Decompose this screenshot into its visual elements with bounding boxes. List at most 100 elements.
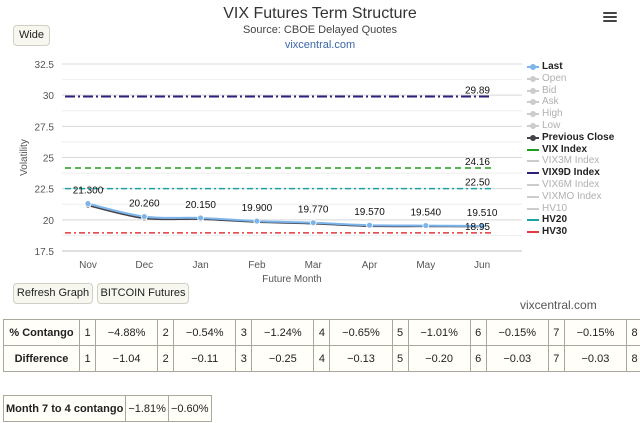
difference-row: Difference 1 −1.04 2 −0.11 3 −0.25 4 −0.13 5 −0.2… xyxy=(3,345,640,372)
chart-legend: Last Open Bid Ask High Low Previous Close VIX I… xyxy=(527,61,637,238)
difference-value: −0.20 xyxy=(407,345,471,372)
legend-label: Bid xyxy=(542,84,557,96)
y-tick-label: 20 xyxy=(43,216,55,227)
legend-item-ask[interactable]: Ask xyxy=(527,96,637,108)
data-label-last: 19.770 xyxy=(298,205,329,216)
contango-value: −1.24% xyxy=(251,319,315,346)
legend-label: Low xyxy=(542,119,561,131)
bitcoin-futures-button[interactable]: BITCOIN Futures xyxy=(97,283,189,304)
legend-item-vix6m-index[interactable]: VIX6M Index xyxy=(527,179,637,191)
legend-label: VIX9D Index xyxy=(542,167,600,179)
term-structure-chart: 17.5 20 22.5 25 27.5 30 32.5 Nov Dec Jan Feb Mar Apr… xyxy=(19,60,522,285)
difference-value: −0.03 xyxy=(563,345,628,372)
data-point-last xyxy=(253,217,261,225)
series-line-last xyxy=(87,202,483,227)
legend-marker-icon xyxy=(530,64,536,70)
site-link[interactable]: vixcentral.com xyxy=(284,39,356,51)
legend-item-vix3m-index[interactable]: VIX3M Index xyxy=(527,155,637,167)
x-tick-label: Dec xyxy=(135,260,153,271)
x-tick-label: Apr xyxy=(362,260,378,271)
index-label-hv20: 22.50 xyxy=(465,178,490,189)
y-axis-title: Volatility xyxy=(19,139,30,176)
legend-marker-icon xyxy=(530,134,536,141)
data-point-last xyxy=(140,213,148,220)
data-label-last: 19.510 xyxy=(467,208,498,219)
legend-item-vix-index[interactable]: VIX Index xyxy=(527,144,637,156)
month-number: 6 xyxy=(469,345,487,372)
month7to4-table: Month 7 to 4 contango −1.81% −0.60% xyxy=(2,395,212,422)
month-number: 3 xyxy=(235,319,253,346)
legend-item-vix9d-index[interactable]: VIX9D Index xyxy=(527,167,637,179)
index-label-hv30: 18.95 xyxy=(465,222,490,233)
legend-item-hv10[interactable]: HV10 xyxy=(527,203,637,215)
y-tick-label: 32.5 xyxy=(35,60,55,71)
row-header-difference: Difference xyxy=(3,345,80,372)
data-label-last: 19.570 xyxy=(354,207,385,218)
legend-item-last[interactable]: Last xyxy=(527,61,637,73)
legend-label: Open xyxy=(542,72,567,84)
legend-item-hv30[interactable]: HV30 xyxy=(527,226,637,238)
legend-item-vixmo-index[interactable]: VIXMO Index xyxy=(527,191,637,203)
month-number: 5 xyxy=(391,345,409,372)
data-label-last: 20.150 xyxy=(185,200,216,211)
legend-label: VIX Index xyxy=(542,143,588,155)
y-tick-label: 27.5 xyxy=(35,122,55,133)
legend-item-hv20[interactable]: HV20 xyxy=(527,214,637,226)
data-label-last: 21.300 xyxy=(73,186,104,197)
contango-row: % Contango 1 −4.88% 2 −0.54% 3 −1.24% 4 −0.65% 5… xyxy=(3,319,640,346)
x-tick-label: Feb xyxy=(248,260,266,271)
x-tick-label: Nov xyxy=(79,260,97,271)
month7to4-value-1: −1.81% xyxy=(125,395,169,422)
legend-item-open[interactable]: Open xyxy=(527,73,637,85)
contango-value: −4.88% xyxy=(94,319,159,346)
data-label-last: 20.260 xyxy=(129,199,160,210)
hamburger-menu-icon[interactable] xyxy=(603,12,617,23)
difference-value: −0.13 xyxy=(329,345,393,372)
month-number: 1 xyxy=(79,345,96,372)
data-label-last: 19.900 xyxy=(242,203,273,214)
x-tick-label: Jan xyxy=(193,260,209,271)
legend-label: VIXMO Index xyxy=(542,190,602,202)
refresh-graph-button[interactable]: Refresh Graph xyxy=(13,283,93,304)
legend-label: Last xyxy=(542,61,563,72)
data-point-last xyxy=(422,222,430,229)
legend-marker-icon xyxy=(530,99,536,106)
legend-swatch xyxy=(527,207,539,210)
legend-marker-icon xyxy=(530,122,536,129)
y-tick-label: 30 xyxy=(43,91,55,102)
data-point-last xyxy=(309,219,317,227)
legend-item-previous-close[interactable]: Previous Close xyxy=(527,132,637,144)
month-number: 7 xyxy=(547,319,565,346)
wide-button[interactable]: Wide xyxy=(13,25,50,46)
month-number: 2 xyxy=(157,345,175,372)
y-tick-label: 17.5 xyxy=(35,247,55,258)
x-tick-label: Jun xyxy=(474,260,490,271)
contango-value: −0.54% xyxy=(173,319,237,346)
index-label-vix9d-index: 29.89 xyxy=(465,86,490,97)
month7to4-row: Month 7 to 4 contango −1.81% −0.60% xyxy=(2,395,212,422)
legend-label: Ask xyxy=(542,96,559,108)
x-tick-label: May xyxy=(416,260,435,271)
index-label-vix-index: 24.16 xyxy=(465,157,490,168)
legend-label: VIX3M Index xyxy=(542,155,600,167)
legend-item-high[interactable]: High xyxy=(527,108,637,120)
chart-panel: VIX Futures Term Structure Source: CBOE … xyxy=(13,5,637,312)
difference-value: −0.11 xyxy=(173,345,237,372)
contango-table: % Contango 1 −4.88% 2 −0.54% 3 −1.24% 4 −0.65% 5… xyxy=(3,319,640,372)
legend-label: High xyxy=(542,108,563,120)
legend-item-low[interactable]: Low xyxy=(527,120,637,132)
legend-swatch xyxy=(527,160,539,163)
legend-swatch xyxy=(527,183,539,186)
legend-marker-icon xyxy=(530,111,536,118)
x-tick-label: Mar xyxy=(305,260,323,271)
credit-watermark: vixcentral.com xyxy=(520,298,597,312)
legend-label: Previous Close xyxy=(542,131,615,143)
row-header-contango: % Contango xyxy=(3,319,80,346)
difference-value: −1.04 xyxy=(94,345,159,372)
legend-marker-icon xyxy=(530,87,536,94)
legend-marker-icon xyxy=(530,75,536,82)
legend-swatch xyxy=(527,231,539,234)
legend-item-bid[interactable]: Bid xyxy=(527,85,637,97)
month-number: 8 xyxy=(626,345,640,372)
contango-value: −0.15% xyxy=(563,319,628,346)
